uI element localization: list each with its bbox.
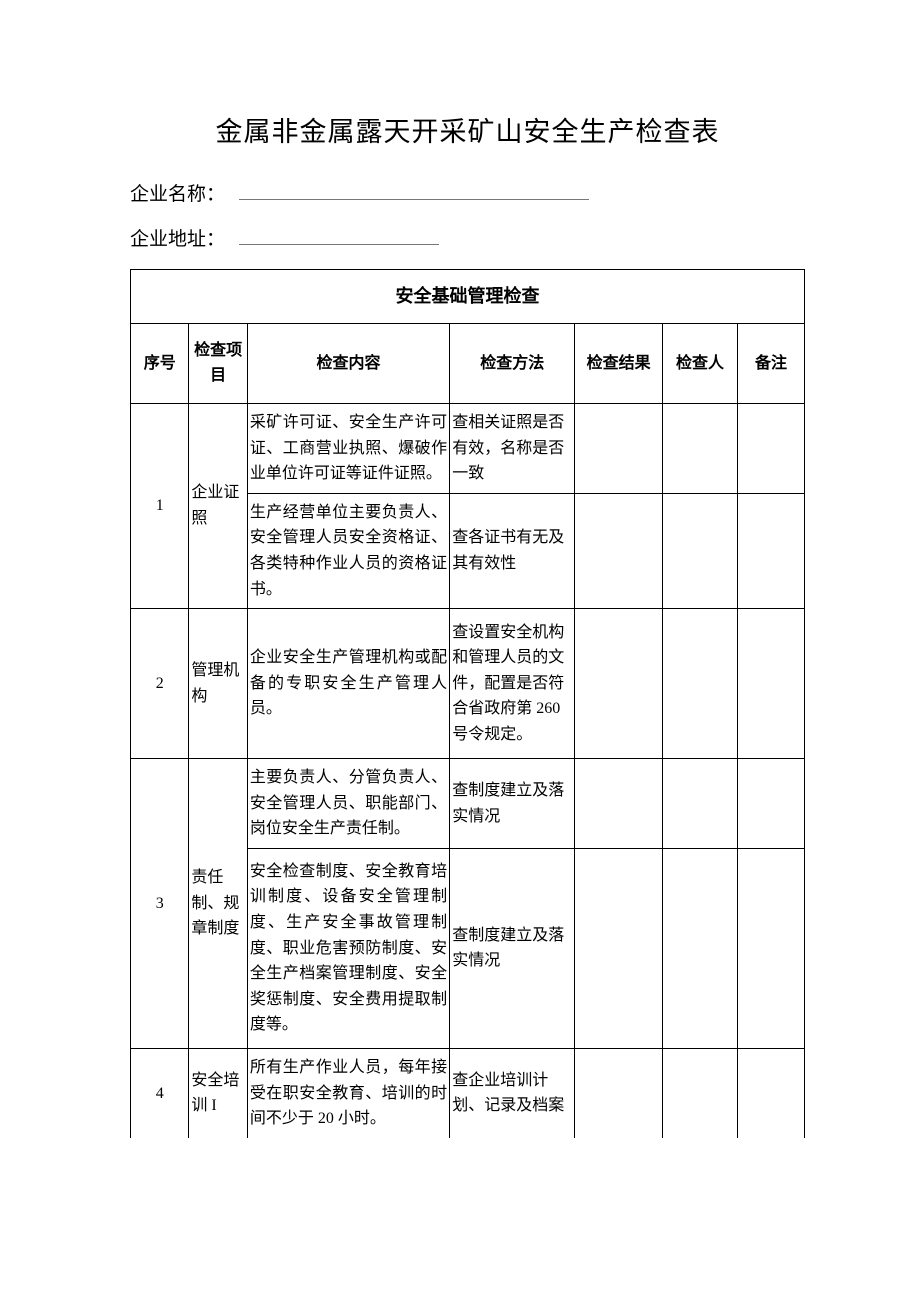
inspector-cell [662,848,737,1048]
content-cell: 所有生产作业人员，每年接受在职安全教育、培训的时间不少于 20 小时。 [247,1048,449,1137]
result-cell [575,1048,663,1137]
remark-cell [738,848,805,1048]
inspector-cell [662,493,737,608]
inspector-cell [662,759,737,849]
content-cell: 主要负责人、分管负责人、安全管理人员、职能部门、岗位安全生产责任制。 [247,759,449,849]
header-row: 序号 检查项目 检查内容 检查方法 检查结果 检查人 备注 [131,323,805,403]
seq-cell: 2 [131,609,189,759]
header-content: 检查内容 [247,323,449,403]
result-cell [575,848,663,1048]
method-cell: 查企业培训计划、记录及档案 [450,1048,575,1137]
inspection-table: 安全基础管理检查 序号 检查项目 检查内容 检查方法 检查结果 检查人 备注 1… [130,269,805,1138]
content-cell: 企业安全生产管理机构或配备的专职安全生产管理人员。 [247,609,449,759]
result-cell [575,493,663,608]
document-title: 金属非金属露天开采矿山安全生产检查表 [130,110,805,149]
method-cell: 查制度建立及落实情况 [450,759,575,849]
content-cell: 采矿许可证、安全生产许可证、工商营业执照、爆破作业单位许可证等证件证照。 [247,403,449,493]
table-row: 3 责任制、规章制度 主要负责人、分管负责人、安全管理人员、职能部门、岗位安全生… [131,759,805,849]
item-cell: 安全培训 I [189,1048,247,1137]
method-cell: 查相关证照是否有效，名称是否一致 [450,403,575,493]
header-method: 检查方法 [450,323,575,403]
item-cell: 企业证照 [189,403,247,608]
inspector-cell [662,403,737,493]
remark-cell [738,609,805,759]
section-header-cell: 安全基础管理检查 [131,270,805,324]
company-address-label: 企业地址： [130,224,225,251]
table-row: 2 管理机构 企业安全生产管理机构或配备的专职安全生产管理人员。 查设置安全机构… [131,609,805,759]
result-cell [575,609,663,759]
content-cell: 生产经营单位主要负责人、安全管理人员安全资格证、各类特种作业人员的资格证书。 [247,493,449,608]
header-remark: 备注 [738,323,805,403]
company-address-field: 企业地址： [130,224,805,251]
company-name-label: 企业名称： [130,179,225,206]
company-name-line [239,181,589,200]
seq-cell: 3 [131,759,189,1049]
inspector-cell [662,609,737,759]
table-row: 4 安全培训 I 所有生产作业人员，每年接受在职安全教育、培训的时间不少于 20… [131,1048,805,1137]
remark-cell [738,403,805,493]
company-address-line [239,226,439,245]
remark-cell [738,493,805,608]
header-item: 检查项目 [189,323,247,403]
remark-cell [738,759,805,849]
result-cell [575,403,663,493]
header-result: 检查结果 [575,323,663,403]
header-seq: 序号 [131,323,189,403]
item-cell: 管理机构 [189,609,247,759]
inspector-cell [662,1048,737,1137]
method-cell: 查设置安全机构和管理人员的文件，配置是否符合省政府第 260 号令规定。 [450,609,575,759]
table-row: 1 企业证照 采矿许可证、安全生产许可证、工商营业执照、爆破作业单位许可证等证件… [131,403,805,493]
header-inspector: 检查人 [662,323,737,403]
result-cell [575,759,663,849]
company-name-field: 企业名称： [130,179,805,206]
item-cell: 责任制、规章制度 [189,759,247,1049]
section-header-row: 安全基础管理检查 [131,270,805,324]
seq-cell: 4 [131,1048,189,1137]
seq-cell: 1 [131,403,189,608]
method-cell: 查制度建立及落实情况 [450,848,575,1048]
remark-cell [738,1048,805,1137]
content-cell: 安全检查制度、安全教育培训制度、设备安全管理制度、生产安全事故管理制度、职业危害… [247,848,449,1048]
method-cell: 查各证书有无及其有效性 [450,493,575,608]
